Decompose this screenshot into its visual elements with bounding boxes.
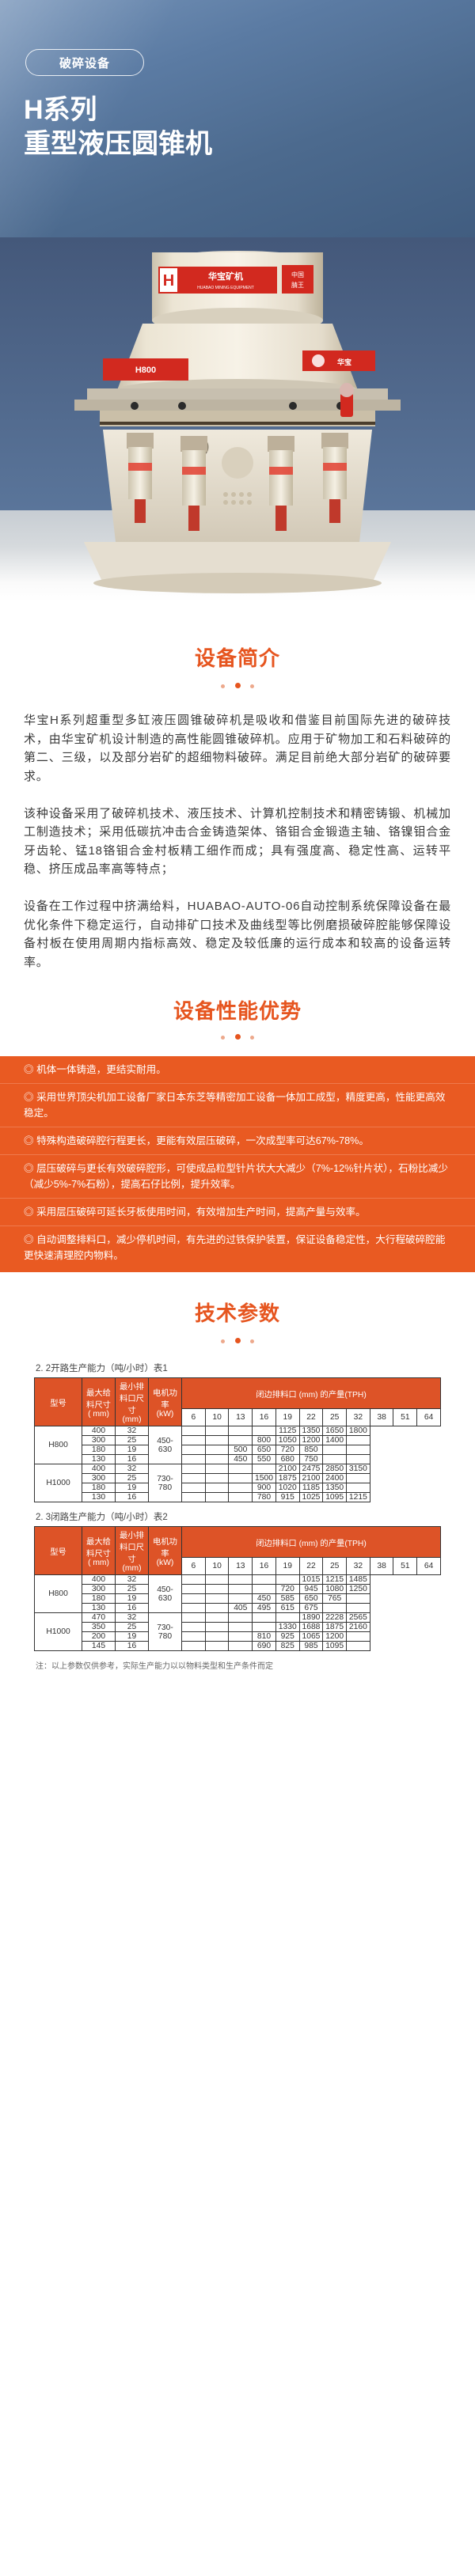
svg-text:腈王: 腈王 xyxy=(291,281,304,289)
svg-text:中国: 中国 xyxy=(291,271,304,278)
svg-text:H800: H800 xyxy=(135,366,156,375)
svg-text:华宝矿机: 华宝矿机 xyxy=(208,271,243,282)
svg-text:华宝: 华宝 xyxy=(337,358,352,366)
svg-text:H: H xyxy=(163,272,174,290)
svg-text:HUABAO MINING EQUIPMENT: HUABAO MINING EQUIPMENT xyxy=(197,286,254,290)
